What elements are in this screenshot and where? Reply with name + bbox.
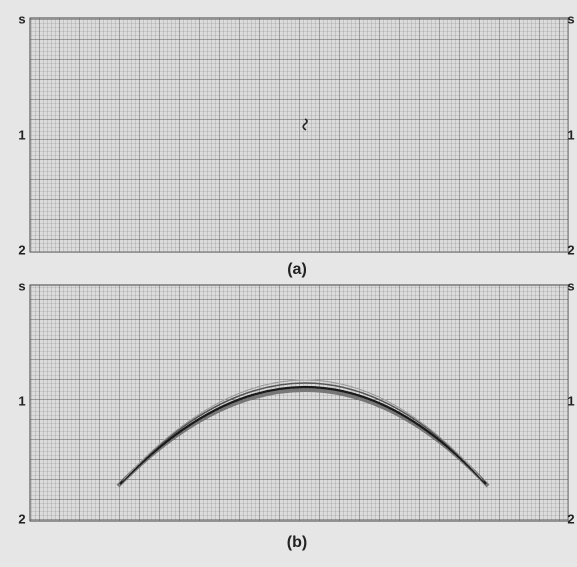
right-axis-label: 1 <box>567 127 574 142</box>
figure: s 1 2 s 1 2 (a) s 1 2 s 1 2 (b) <box>0 0 577 562</box>
right-axis-label: 2 <box>567 511 574 526</box>
panel-b: s 1 2 s 1 2 (b) <box>18 278 574 551</box>
right-axis-label: 1 <box>567 393 574 408</box>
left-axis-label: 1 <box>18 127 25 142</box>
left-axis-label: s <box>18 278 25 293</box>
left-axis-label: 2 <box>18 242 25 257</box>
left-axis-label: 1 <box>18 393 25 408</box>
right-axis-label: s <box>567 278 574 293</box>
panel-caption: (b) <box>287 534 307 551</box>
trace-grid-major <box>30 18 568 252</box>
right-axis-label: 2 <box>567 242 574 257</box>
left-axis-label: 2 <box>18 511 25 526</box>
left-axis-label: s <box>18 11 25 26</box>
panel-a: s 1 2 s 1 2 (a) <box>18 11 574 278</box>
right-axis-label: s <box>567 11 574 26</box>
panel-caption: (a) <box>287 261 307 278</box>
